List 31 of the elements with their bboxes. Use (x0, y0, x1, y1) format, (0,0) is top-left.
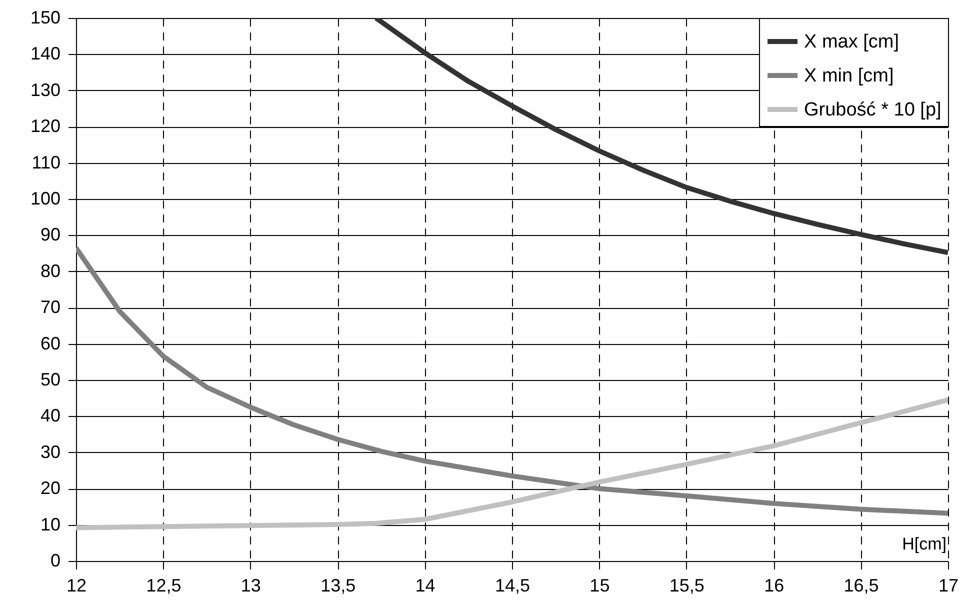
y-tick-label: 130 (30, 80, 60, 100)
legend-label: X max [cm] (804, 32, 900, 52)
x-tick-label: 13,5 (320, 576, 356, 596)
y-tick-label: 150 (30, 8, 60, 28)
y-tick-label: 120 (30, 116, 60, 136)
y-tick-label: 30 (40, 442, 60, 462)
x-tick-label: 14 (415, 576, 436, 596)
x-tick-label: 15 (590, 576, 610, 596)
y-tick-label: 20 (40, 478, 60, 498)
x-tick-label: 12,5 (146, 576, 182, 596)
legend-label: X min [cm] (804, 66, 894, 86)
y-tick-label: 50 (40, 370, 60, 390)
y-tick-label: 80 (40, 260, 60, 281)
y-tick-label: 100 (30, 188, 60, 208)
y-tick-label: 0 (50, 550, 60, 570)
y-tick-label: 60 (40, 333, 60, 354)
x-tick-label: 13 (240, 576, 261, 596)
x-tick-label: 14,5 (494, 576, 530, 596)
y-tick-label: 40 (40, 406, 60, 426)
x-tick-label: 16 (764, 576, 784, 596)
y-tick-label: 10 (40, 514, 60, 534)
y-tick-label: 70 (40, 297, 60, 318)
x-tick-label: 15,5 (669, 576, 704, 596)
x-axis-title: H[cm] (902, 534, 946, 554)
x-tick-label: 16,5 (844, 576, 879, 596)
y-tick-label: 140 (30, 44, 60, 64)
y-tick-label: 110 (32, 152, 60, 172)
x-tick-label: 12 (66, 576, 87, 596)
x-tick-label: 17 (938, 576, 959, 596)
y-tick-label: 90 (40, 224, 60, 245)
legend-label: Grubość * 10 [p] (804, 100, 942, 120)
